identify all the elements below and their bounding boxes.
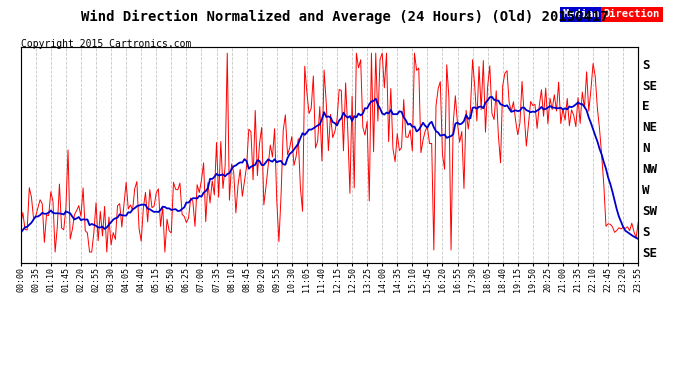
Text: Copyright 2015 Cartronics.com: Copyright 2015 Cartronics.com [21,39,191,50]
Text: Wind Direction Normalized and Average (24 Hours) (Old) 20150417: Wind Direction Normalized and Average (2… [81,9,609,24]
Text: Direction: Direction [604,9,660,20]
Text: Median: Median [562,9,600,20]
